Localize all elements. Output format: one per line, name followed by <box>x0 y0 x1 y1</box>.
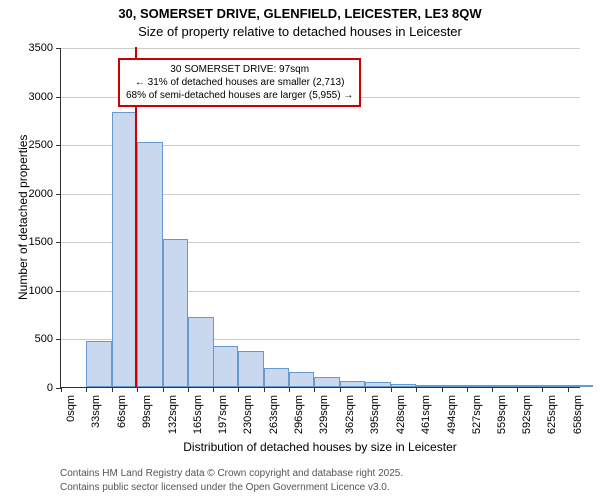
histogram-bar <box>112 112 137 387</box>
footer-line1: Contains HM Land Registry data © Crown c… <box>60 468 403 479</box>
xtick-label: 329sqm <box>318 395 330 434</box>
histogram-bar <box>163 239 188 387</box>
xtick-mark <box>188 387 189 392</box>
xtick-label: 625sqm <box>546 395 558 434</box>
xtick-mark <box>391 387 392 392</box>
ytick-mark <box>56 242 61 243</box>
x-axis-label: Distribution of detached houses by size … <box>60 440 580 454</box>
histogram-bar <box>365 382 390 387</box>
chart-title-2: Size of property relative to detached ho… <box>0 24 600 39</box>
ytick-label: 2000 <box>29 188 53 200</box>
ytick-label: 2500 <box>29 139 53 151</box>
xtick-label: 527sqm <box>471 395 483 434</box>
ytick-mark <box>56 291 61 292</box>
xtick-mark <box>340 387 341 392</box>
ytick-mark <box>56 194 61 195</box>
ytick-label: 1500 <box>29 236 53 248</box>
xtick-label: 66sqm <box>116 395 128 428</box>
xtick-label: 296sqm <box>293 395 305 434</box>
xtick-label: 197sqm <box>217 395 229 434</box>
ytick-mark <box>56 48 61 49</box>
xtick-label: 559sqm <box>496 395 508 434</box>
xtick-label: 494sqm <box>446 395 458 434</box>
histogram-bar <box>137 142 162 387</box>
xtick-mark <box>238 387 239 392</box>
ytick-mark <box>56 97 61 98</box>
xtick-mark <box>416 387 417 392</box>
xtick-mark <box>365 387 366 392</box>
histogram-bar <box>264 368 289 387</box>
ytick-mark <box>56 339 61 340</box>
xtick-mark <box>112 387 113 392</box>
histogram-bar <box>213 346 238 387</box>
xtick-label: 263sqm <box>268 395 280 434</box>
xtick-mark <box>517 387 518 392</box>
xtick-label: 165sqm <box>192 395 204 434</box>
xtick-label: 0sqm <box>65 395 77 422</box>
histogram-bar <box>492 385 517 387</box>
histogram-bar <box>238 351 263 387</box>
xtick-mark <box>264 387 265 392</box>
xtick-label: 132sqm <box>167 395 179 434</box>
xtick-mark <box>163 387 164 392</box>
annotation-line1: 30 SOMERSET DRIVE: 97sqm <box>126 63 353 76</box>
ytick-label: 0 <box>47 382 53 394</box>
xtick-mark <box>86 387 87 392</box>
xtick-mark <box>442 387 443 392</box>
ytick-label: 3500 <box>29 42 53 54</box>
xtick-mark <box>137 387 138 392</box>
histogram-bar <box>289 372 314 387</box>
annotation-line3: 68% of semi-detached houses are larger (… <box>126 89 353 102</box>
ytick-label: 500 <box>35 333 53 345</box>
xtick-mark <box>542 387 543 392</box>
xtick-label: 461sqm <box>420 395 432 434</box>
histogram-bar <box>416 385 441 387</box>
annotation-line2: ← 31% of detached houses are smaller (2,… <box>126 76 353 89</box>
xtick-mark <box>213 387 214 392</box>
histogram-bar <box>542 385 567 387</box>
xtick-mark <box>61 387 62 392</box>
xtick-label: 230sqm <box>242 395 254 434</box>
xtick-label: 362sqm <box>344 395 356 434</box>
xtick-mark <box>568 387 569 392</box>
annotation-box: 30 SOMERSET DRIVE: 97sqm ← 31% of detach… <box>118 58 361 107</box>
y-axis-label: Number of detached properties <box>16 135 30 300</box>
xtick-label: 99sqm <box>141 395 153 428</box>
ytick-label: 1000 <box>29 285 53 297</box>
histogram-bar <box>188 317 213 387</box>
footer-line2: Contains public sector licensed under th… <box>60 482 390 493</box>
xtick-label: 658sqm <box>572 395 584 434</box>
ytick-label: 3000 <box>29 91 53 103</box>
xtick-label: 395sqm <box>369 395 381 434</box>
histogram-bar <box>314 377 339 387</box>
histogram-bar <box>517 385 542 387</box>
histogram-bar <box>340 381 365 387</box>
histogram-bar <box>568 385 593 387</box>
histogram-bar <box>467 385 492 387</box>
histogram-bar <box>86 341 111 387</box>
xtick-mark <box>492 387 493 392</box>
xtick-mark <box>467 387 468 392</box>
histogram-bar <box>442 385 467 387</box>
histogram-bar <box>391 384 416 387</box>
xtick-mark <box>289 387 290 392</box>
xtick-label: 592sqm <box>521 395 533 434</box>
chart-title-1: 30, SOMERSET DRIVE, GLENFIELD, LEICESTER… <box>0 6 600 21</box>
xtick-label: 33sqm <box>90 395 102 428</box>
xtick-label: 428sqm <box>395 395 407 434</box>
xtick-mark <box>314 387 315 392</box>
ytick-mark <box>56 145 61 146</box>
gridline <box>61 48 580 49</box>
